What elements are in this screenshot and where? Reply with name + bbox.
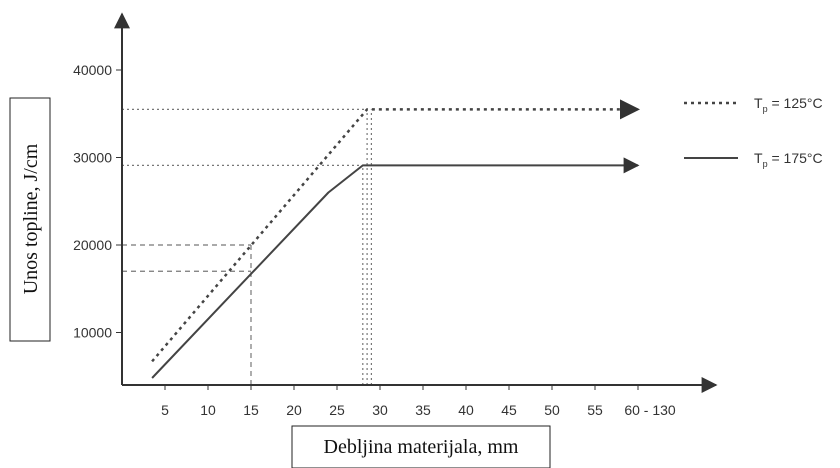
x-axis-title-box: Debljina materijala, mm	[291, 425, 551, 468]
y-axis-title-box: Unos topline, J/cm	[9, 97, 51, 342]
x-tick-label-6: 35	[415, 402, 431, 418]
legend-label-175: Tp = 175°C	[754, 150, 823, 169]
series-line-tp-175	[151, 157, 640, 379]
x-tick-label-1: 10	[200, 402, 216, 418]
legend-item-175: Tp = 175°C	[684, 150, 823, 169]
legend-label-125: Tp = 125°C	[754, 95, 823, 114]
x-tick-label-0: 5	[161, 402, 169, 418]
x-tick-label-10: 55	[587, 402, 603, 418]
y-ticks: 10000 20000 30000 40000	[73, 62, 122, 341]
series-line-tp-125	[151, 99, 640, 363]
x-tick-label-4: 25	[329, 402, 345, 418]
x-tick-label-7: 40	[458, 402, 474, 418]
y-tick-label-2: 30000	[73, 150, 112, 166]
series-layer	[151, 99, 640, 379]
x-tick-label-8: 45	[501, 402, 517, 418]
x-tick-label-2: 15	[243, 402, 259, 418]
reference-lines	[122, 108, 372, 385]
legend-item-125: Tp = 125°C	[684, 95, 823, 114]
axes	[114, 12, 718, 393]
x-tick-label-11: 60 - 130	[624, 402, 676, 418]
y-tick-label-3: 40000	[73, 62, 112, 78]
y-tick-label-1: 20000	[73, 237, 112, 253]
legend: Tp = 125°C Tp = 175°C	[684, 95, 823, 169]
x-tick-label-3: 20	[286, 402, 302, 418]
x-axis-title: Debljina materijala, mm	[324, 436, 519, 458]
x-tick-label-9: 50	[544, 402, 560, 418]
x-tick-label-5: 30	[372, 402, 388, 418]
y-tick-label-0: 10000	[73, 325, 112, 341]
y-axis-title: Unos topline, J/cm	[20, 143, 42, 294]
x-ticks: 5 10 15 20 25 30 35 40 45 50 55 60 - 130	[161, 385, 676, 418]
